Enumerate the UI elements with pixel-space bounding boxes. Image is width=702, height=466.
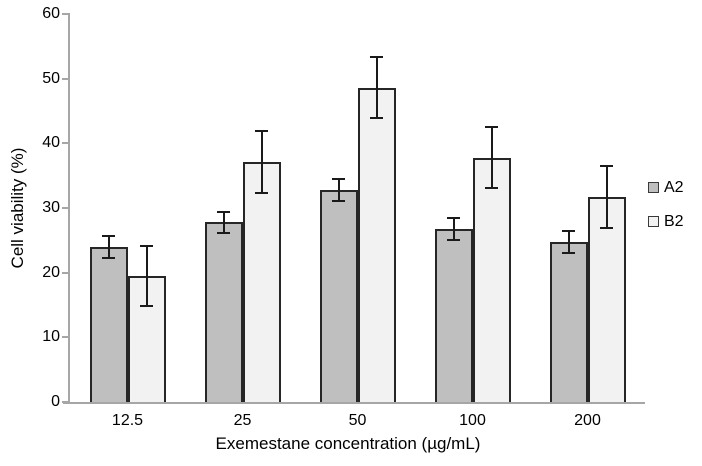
legend-item-b2: B2 bbox=[648, 212, 684, 231]
legend-marker-a2-icon bbox=[648, 182, 659, 193]
legend-label-a2: A2 bbox=[664, 179, 684, 196]
y-tick-label: 10 bbox=[42, 328, 60, 346]
y-tick bbox=[62, 336, 70, 339]
y-tick bbox=[62, 77, 70, 80]
x-category-label: 200 bbox=[574, 412, 601, 429]
error-bar-line bbox=[490, 127, 493, 188]
error-bar-cap bbox=[561, 230, 575, 233]
x-category-label: 50 bbox=[348, 412, 367, 429]
legend-item-a2: A2 bbox=[648, 178, 684, 197]
error-bar-cap bbox=[369, 56, 383, 59]
error-bar-cap bbox=[139, 244, 153, 247]
error-bar-cap bbox=[369, 117, 383, 120]
error-bar-cap bbox=[331, 177, 345, 180]
bar-b2-200 bbox=[587, 197, 626, 402]
bar-b2-25 bbox=[242, 162, 281, 402]
x-category-label: 12.5 bbox=[111, 412, 144, 429]
error-bar-cap bbox=[599, 164, 613, 167]
error-bar-cap bbox=[446, 216, 460, 219]
error-bar-line bbox=[375, 57, 378, 119]
error-bar-line bbox=[567, 231, 570, 254]
error-bar-line bbox=[107, 235, 110, 258]
error-bar-cap bbox=[216, 210, 230, 213]
error-bar-line bbox=[337, 178, 340, 201]
error-bar-cap bbox=[101, 256, 115, 259]
error-bar-cap bbox=[101, 234, 115, 237]
error-bar-cap bbox=[331, 199, 345, 202]
error-bar-cap bbox=[561, 252, 575, 255]
error-bar-cap bbox=[446, 238, 460, 241]
bar-a2-12.5 bbox=[89, 246, 128, 402]
bar-a2-100 bbox=[434, 228, 473, 402]
error-bar-cap bbox=[484, 186, 498, 189]
legend-label-b2: B2 bbox=[664, 213, 684, 230]
error-bar-line bbox=[452, 217, 455, 240]
error-bar-line bbox=[260, 131, 263, 194]
error-bar-cap bbox=[599, 227, 613, 230]
y-tick-label: 30 bbox=[42, 199, 60, 216]
x-category-label: 100 bbox=[459, 412, 486, 429]
error-bar-cap bbox=[484, 126, 498, 129]
y-tick-label: 50 bbox=[42, 69, 60, 87]
y-tick-label: 20 bbox=[42, 263, 60, 281]
legend: A2 B2 bbox=[648, 178, 684, 246]
bar-a2-200 bbox=[549, 242, 588, 402]
error-bar-cap bbox=[216, 231, 230, 234]
y-tick-label: 60 bbox=[42, 5, 60, 22]
y-tick-label: 0 bbox=[51, 393, 60, 410]
bar-a2-50 bbox=[319, 189, 358, 402]
error-bar-cap bbox=[139, 305, 153, 308]
legend-marker-b2-icon bbox=[648, 216, 659, 227]
y-tick bbox=[62, 401, 70, 403]
error-bar-line bbox=[222, 211, 225, 233]
error-bar-cap bbox=[254, 192, 268, 195]
bar-b2-50 bbox=[357, 87, 396, 402]
y-tick bbox=[62, 142, 70, 145]
x-category-label: 25 bbox=[233, 412, 252, 429]
error-bar-line bbox=[605, 165, 608, 229]
y-tick bbox=[62, 13, 70, 15]
x-axis-title: Exemestane concentration (µg/mL) bbox=[215, 434, 481, 453]
bar-a2-25 bbox=[204, 222, 243, 402]
y-tick bbox=[62, 271, 70, 274]
error-bar-cap bbox=[254, 130, 268, 133]
bar-b2-100 bbox=[472, 157, 511, 402]
y-tick-label: 40 bbox=[42, 134, 60, 152]
error-bar-line bbox=[145, 245, 148, 307]
plot-area: 0 10 20 30 40 50 60 12.5 25 50 100 200 bbox=[42, 5, 645, 429]
y-tick bbox=[62, 207, 70, 209]
